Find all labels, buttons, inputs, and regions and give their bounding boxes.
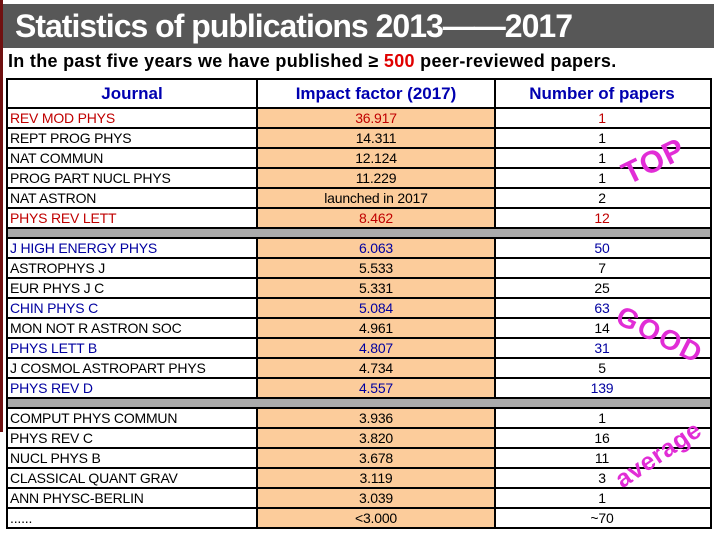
table-row: PHYS REV D 4.557 139 bbox=[8, 379, 710, 399]
paper-count-cell: 139 bbox=[590, 380, 614, 396]
journal-cell: COMPUT PHYS COMMUN bbox=[8, 409, 258, 427]
table-row: CHIN PHYS C 5.084 63 bbox=[8, 299, 710, 319]
impact-factor-cell: 4.807 bbox=[258, 339, 496, 357]
table-row: PROG PART NUCL PHYS 11.229 1 bbox=[8, 169, 710, 189]
impact-factor-cell: 3.119 bbox=[258, 469, 496, 487]
table-row: EUR PHYS J C 5.331 25 bbox=[8, 279, 710, 299]
table-row: NAT ASTRON launched in 2017 2 bbox=[8, 189, 710, 209]
impact-factor-cell: 5.331 bbox=[258, 279, 496, 297]
journal-cell: J COSMOL ASTROPART PHYS bbox=[8, 359, 258, 377]
impact-factor-cell: 14.311 bbox=[258, 129, 496, 147]
journal-cell: PHYS LETT B bbox=[8, 339, 258, 357]
paper-count-cell: 1 bbox=[598, 110, 606, 126]
paper-count-cell: 1 bbox=[598, 150, 606, 166]
impact-factor-cell: 4.557 bbox=[258, 379, 496, 397]
paper-count-cell: 31 bbox=[594, 340, 610, 356]
paper-count-cell: ~70 bbox=[590, 510, 614, 526]
title-bar: Statistics of publications 2013——2017 bbox=[3, 4, 714, 48]
left-edge-stripe bbox=[0, 0, 3, 432]
impact-factor-cell: 36.917 bbox=[258, 109, 496, 127]
journal-cell: PROG PART NUCL PHYS bbox=[8, 169, 258, 187]
table-row: MON NOT R ASTRON SOC 4.961 14 bbox=[8, 319, 710, 339]
paper-count-cell: 14 bbox=[594, 320, 610, 336]
journal-cell: NAT COMMUN bbox=[8, 149, 258, 167]
paper-count-cell: 50 bbox=[594, 240, 610, 256]
impact-factor-cell: 3.820 bbox=[258, 429, 496, 447]
impact-factor-cell: 3.936 bbox=[258, 409, 496, 427]
paper-count-cell: 1 bbox=[598, 490, 606, 506]
journal-cell: EUR PHYS J C bbox=[8, 279, 258, 297]
column-header-journal: Journal bbox=[8, 80, 258, 107]
column-header-impact-factor: Impact factor (2017) bbox=[258, 80, 496, 107]
paper-count-cell: 2 bbox=[598, 190, 606, 206]
table-row: J HIGH ENERGY PHYS 6.063 50 bbox=[8, 239, 710, 259]
paper-count-cell: 1 bbox=[598, 170, 606, 186]
subtitle-prefix: In the past five years we have published… bbox=[8, 51, 384, 71]
table-row: PHYS LETT B 4.807 31 bbox=[8, 339, 710, 359]
journal-cell: PHYS REV D bbox=[8, 379, 258, 397]
impact-factor-cell: 11.229 bbox=[258, 169, 496, 187]
section-separator bbox=[8, 229, 710, 239]
impact-factor-cell: 4.961 bbox=[258, 319, 496, 337]
table-row: J COSMOL ASTROPART PHYS 4.734 5 bbox=[8, 359, 710, 379]
impact-factor-cell: 8.462 bbox=[258, 209, 496, 227]
page-title: Statistics of publications 2013——2017 bbox=[15, 8, 573, 44]
table-row: PHYS REV LETT 8.462 12 bbox=[8, 209, 710, 229]
section-separator bbox=[8, 399, 710, 409]
table-row: ANN PHYSC-BERLIN 3.039 1 bbox=[8, 489, 710, 509]
paper-count-cell: 5 bbox=[598, 360, 606, 376]
table-row: NUCL PHYS B 3.678 11 bbox=[8, 449, 710, 469]
subtitle-suffix: peer-reviewed papers. bbox=[414, 51, 617, 71]
paper-count-cell: 63 bbox=[594, 300, 610, 316]
table-row: CLASSICAL QUANT GRAV 3.119 3 bbox=[8, 469, 710, 489]
paper-count-cell: 11 bbox=[594, 450, 610, 466]
journal-cell: CHIN PHYS C bbox=[8, 299, 258, 317]
impact-factor-cell: <3.000 bbox=[258, 509, 496, 527]
journal-cell: ASTROPHYS J bbox=[8, 259, 258, 277]
journal-cell: REV MOD PHYS bbox=[8, 109, 258, 127]
journal-cell: J HIGH ENERGY PHYS bbox=[8, 239, 258, 257]
impact-factor-cell: 6.063 bbox=[258, 239, 496, 257]
journal-cell: NUCL PHYS B bbox=[8, 449, 258, 467]
journal-cell: PHYS REV C bbox=[8, 429, 258, 447]
impact-factor-cell: launched in 2017 bbox=[258, 189, 496, 207]
subtitle-highlight: 500 bbox=[383, 51, 415, 71]
paper-count-cell: 25 bbox=[594, 280, 610, 296]
paper-count-cell: 3 bbox=[598, 470, 606, 486]
impact-factor-cell: 4.734 bbox=[258, 359, 496, 377]
table-header-row: Journal Impact factor (2017) Number of p… bbox=[8, 80, 710, 109]
paper-count-cell: 1 bbox=[598, 130, 606, 146]
journal-cell: PHYS REV LETT bbox=[8, 209, 258, 227]
table-row: ...... <3.000 ~70 bbox=[8, 509, 710, 527]
impact-factor-cell: 12.124 bbox=[258, 149, 496, 167]
column-header-number-of-papers: Number of papers bbox=[529, 84, 675, 103]
journal-cell: CLASSICAL QUANT GRAV bbox=[8, 469, 258, 487]
paper-count-cell: 12 bbox=[594, 210, 610, 226]
table-row: REPT PROG PHYS 14.311 1 bbox=[8, 129, 710, 149]
paper-count-cell: 7 bbox=[598, 260, 606, 276]
impact-factor-cell: 5.533 bbox=[258, 259, 496, 277]
table-row: NAT COMMUN 12.124 1 bbox=[8, 149, 710, 169]
paper-count-cell: 1 bbox=[598, 410, 606, 426]
subtitle: In the past five years we have published… bbox=[8, 51, 718, 72]
journal-cell: MON NOT R ASTRON SOC bbox=[8, 319, 258, 337]
table-row: REV MOD PHYS 36.917 1 bbox=[8, 109, 710, 129]
impact-factor-cell: 3.039 bbox=[258, 489, 496, 507]
journal-cell: ...... bbox=[8, 509, 258, 527]
table-row: COMPUT PHYS COMMUN 3.936 1 bbox=[8, 409, 710, 429]
journal-cell: ANN PHYSC-BERLIN bbox=[8, 489, 258, 507]
journal-cell: NAT ASTRON bbox=[8, 189, 258, 207]
table-row: PHYS REV C 3.820 16 bbox=[8, 429, 710, 449]
paper-count-cell: 16 bbox=[594, 430, 610, 446]
publications-table: Journal Impact factor (2017) Number of p… bbox=[6, 78, 712, 529]
table-row: ASTROPHYS J 5.533 7 bbox=[8, 259, 710, 279]
journal-cell: REPT PROG PHYS bbox=[8, 129, 258, 147]
impact-factor-cell: 5.084 bbox=[258, 299, 496, 317]
table-body: REV MOD PHYS 36.917 1 REPT PROG PHYS 14.… bbox=[8, 109, 710, 527]
impact-factor-cell: 3.678 bbox=[258, 449, 496, 467]
